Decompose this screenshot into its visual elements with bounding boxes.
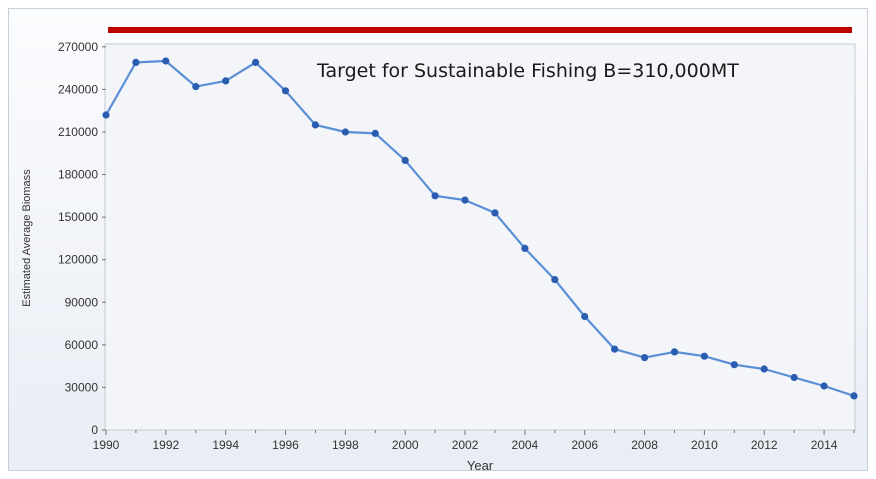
data-point [551,276,559,284]
y-axis: 0 30000 60000 90000 120000 150000 180000 210000… [58,40,106,437]
data-point [730,361,738,369]
x-axis-title: Year [467,458,494,473]
y-tick-label: 0 [91,423,98,437]
data-point [700,352,709,360]
data-point [790,373,798,382]
x-tick-label: 1992 [152,438,179,452]
y-tick-label: 180000 [58,168,98,182]
data-point [281,87,290,95]
x-tick-label: 1998 [332,438,359,452]
data-point [222,77,230,85]
data-point [491,209,499,217]
x-tick-label: 2004 [512,438,539,452]
data-point [431,192,439,200]
y-tick-label: 90000 [65,295,99,309]
y-tick-label: 240000 [58,82,98,96]
data-point [581,312,589,321]
data-point [521,244,529,252]
data-point [760,365,768,373]
data-point [252,58,260,66]
x-tick-label: 2010 [691,438,718,452]
y-tick-label: 120000 [58,253,98,267]
x-tick-label: 2014 [811,438,838,452]
data-point [670,348,679,356]
data-point [102,111,110,119]
target-annotation: Target for Sustainable Fishing B=310,000… [316,60,739,82]
x-tick-label: 1996 [272,438,299,452]
y-tick-label: 30000 [65,380,99,394]
x-tick-label: 2006 [571,438,598,452]
x-tick-label: 1994 [212,438,239,452]
x-tick-label: 2012 [751,438,778,452]
y-tick-label: 210000 [58,125,98,139]
data-point [850,392,858,400]
biomass-series-points [102,57,858,400]
y-tick-label: 150000 [58,210,98,224]
data-point [401,156,409,164]
data-point [192,83,200,91]
y-axis-title: Estimated Average Biomass [21,169,33,307]
data-point [162,57,170,65]
data-point [611,345,619,353]
x-axis: 1990 1992 1994 1996 1998 2000 2002 2004 2006 2008… [93,430,855,452]
y-tick-label: 60000 [65,338,99,352]
x-tick-label: 2000 [392,438,419,452]
data-point [461,196,469,204]
y-tick-label: 270000 [58,40,98,54]
x-tick-label: 1990 [93,438,120,452]
biomass-series-line [105,59,855,397]
x-tick-label: 2008 [631,438,658,452]
data-point [341,128,349,136]
data-point [311,121,319,129]
data-point [820,382,828,390]
data-point [132,58,140,66]
x-tick-label: 2002 [452,438,479,452]
data-point [371,129,379,137]
plot-area [104,43,856,431]
data-point [641,354,649,362]
